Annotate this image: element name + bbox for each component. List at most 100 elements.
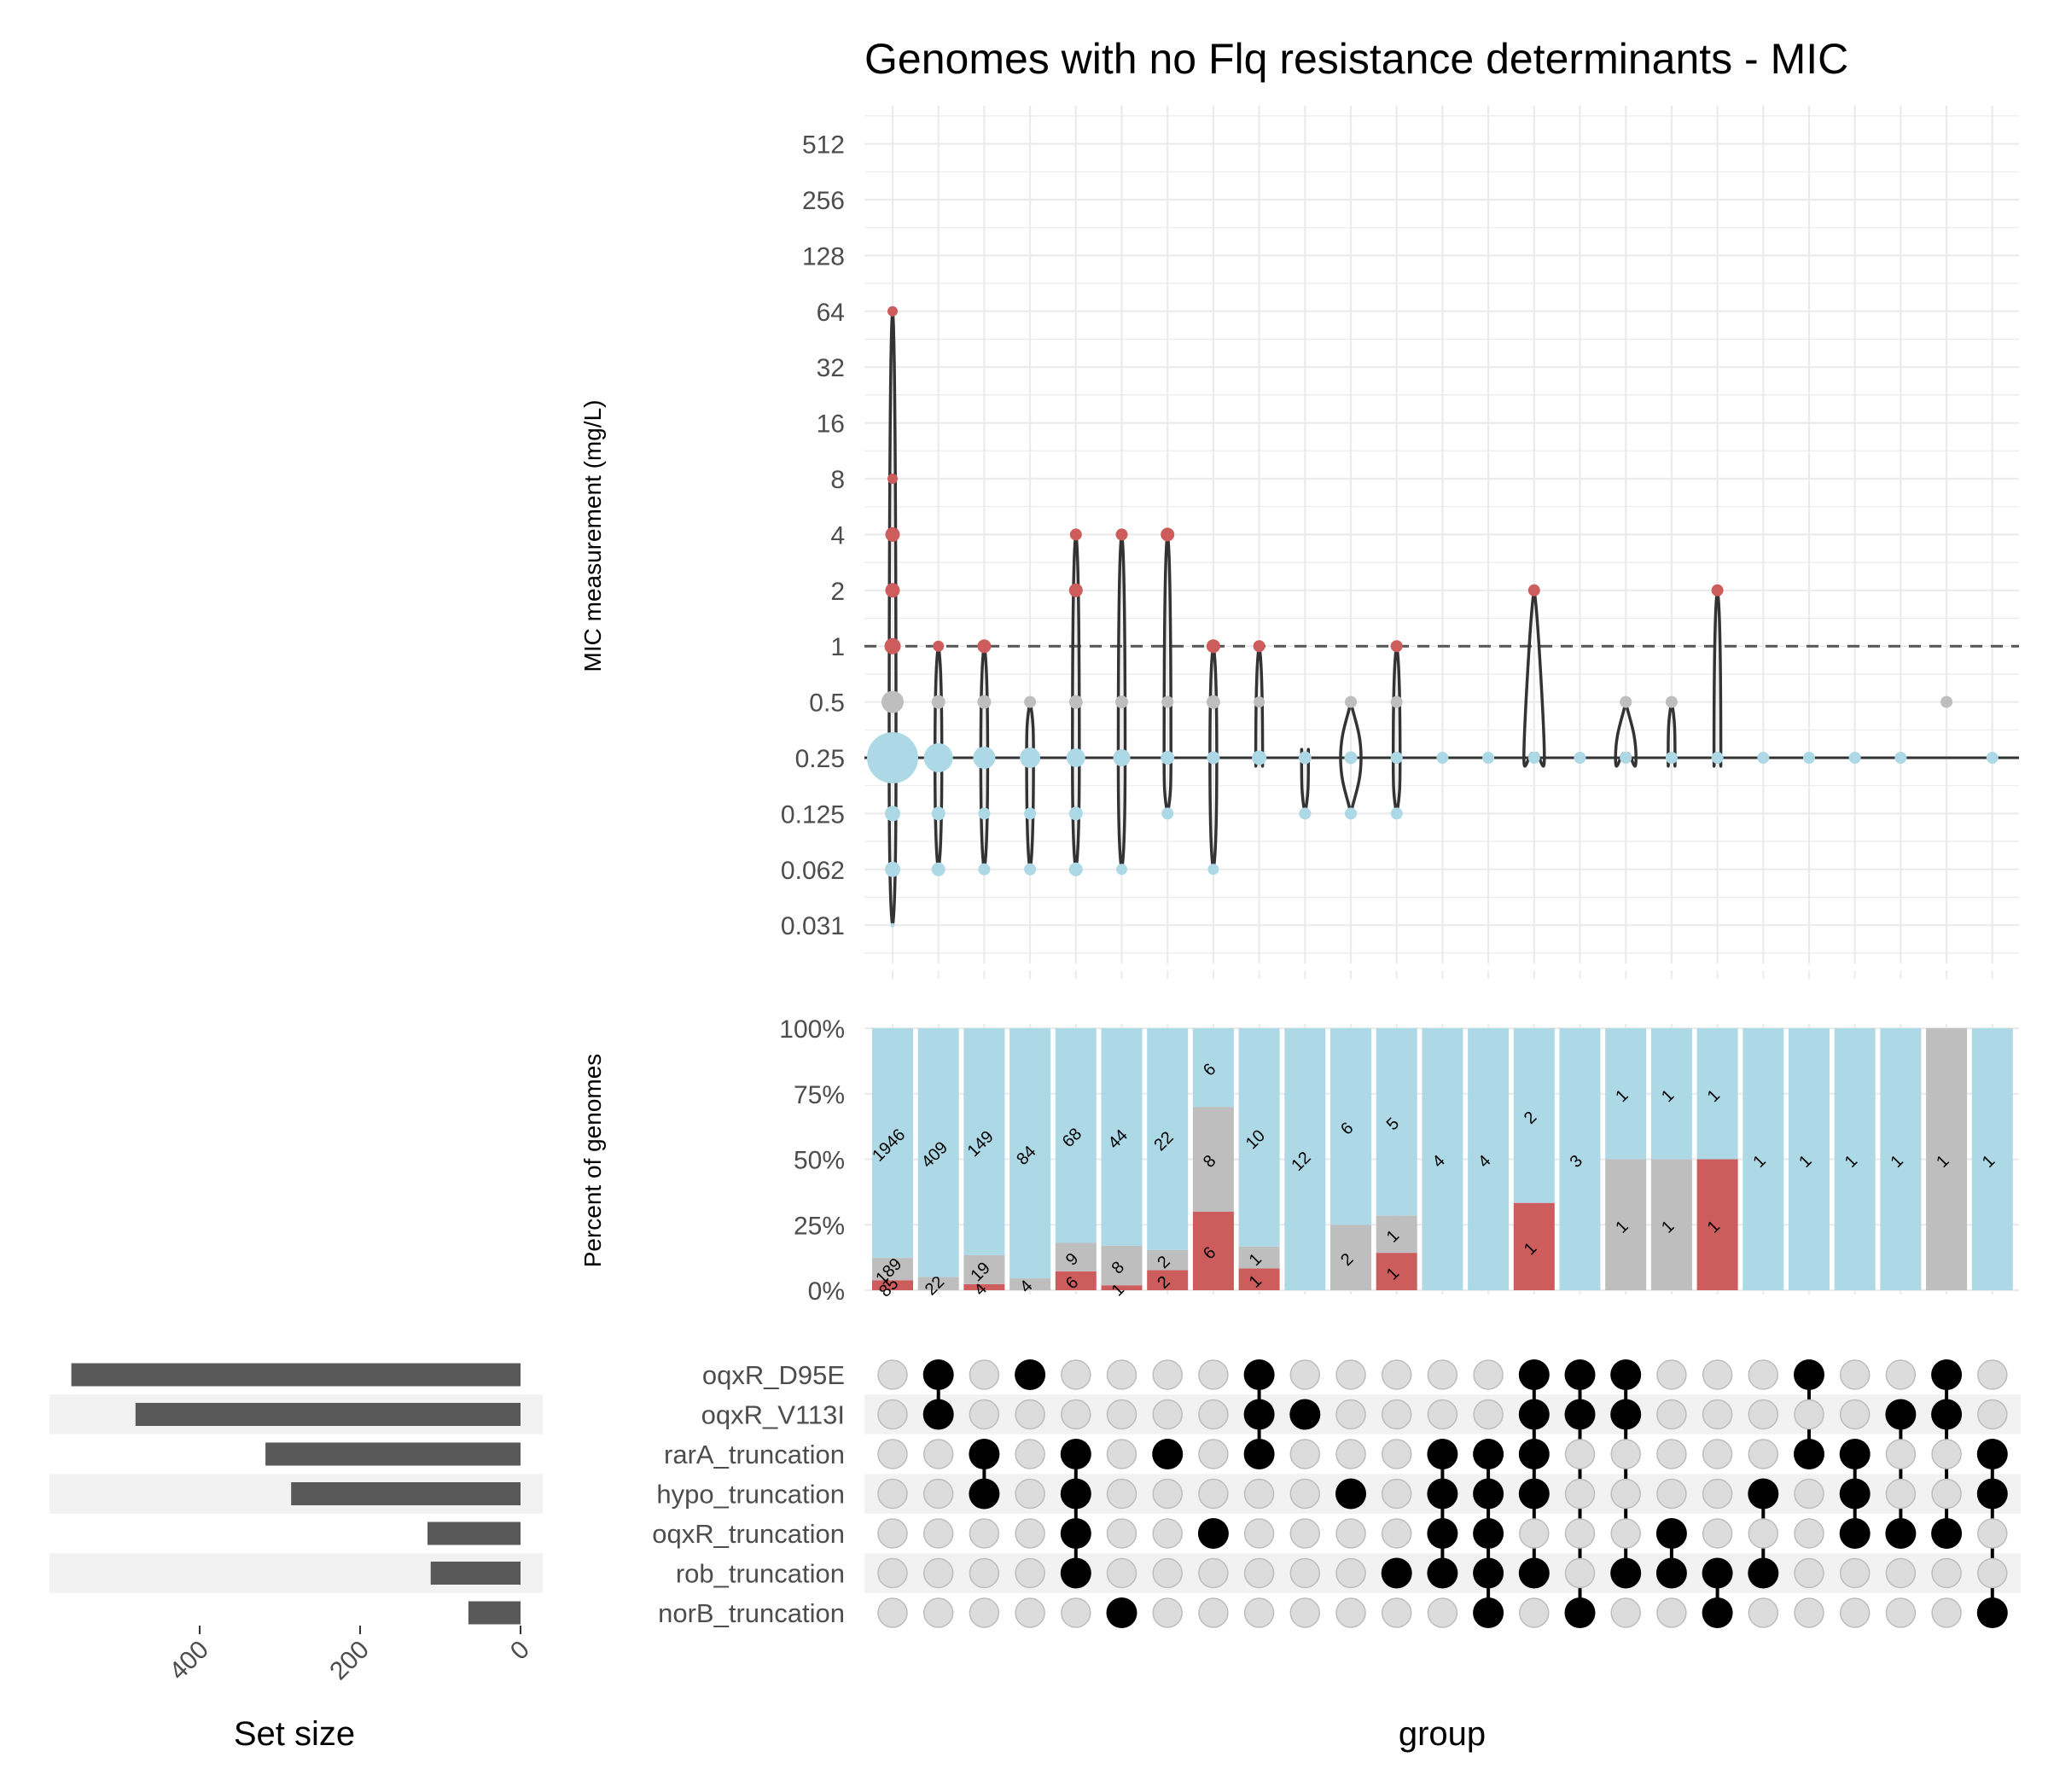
matrix-dot-empty (1106, 1557, 1137, 1589)
matrix-dot-filled (1427, 1439, 1458, 1469)
pct-bar-resistant (1513, 1202, 1555, 1290)
pct-bar-intermediate (1147, 1249, 1189, 1271)
mic-point (1574, 752, 1586, 764)
matrix-dot-filled (1976, 1439, 2008, 1469)
matrix-dot-empty (1198, 1399, 1229, 1430)
matrix-dot-empty (877, 1359, 908, 1390)
pct-y-axis-title: Percent of genomes (579, 1054, 606, 1268)
mic-point (1390, 695, 1403, 708)
matrix-dot-empty (1885, 1597, 1917, 1628)
matrix-dot-empty (1061, 1359, 1091, 1390)
set-size-tick-label: 0 (505, 1636, 535, 1666)
mic-point (1254, 696, 1265, 708)
matrix-dot-empty (1610, 1518, 1641, 1549)
pct-y-tick-label: 100% (779, 1015, 845, 1044)
pct-bar-susceptible (1284, 1028, 1326, 1290)
pct-bar-susceptible (1101, 1028, 1143, 1246)
mic-point (977, 639, 992, 654)
mic-point (1207, 864, 1219, 876)
matrix-dot-filled (1015, 1359, 1046, 1390)
mic-point (1711, 584, 1724, 596)
matrix-dot-empty (877, 1478, 908, 1510)
matrix-dot-empty (1335, 1359, 1366, 1390)
matrix-dot-filled (1702, 1557, 1733, 1589)
matrix-dot-empty (1243, 1518, 1275, 1549)
pct-y-tick-label: 50% (794, 1147, 845, 1175)
matrix-dot-filled (1518, 1478, 1550, 1510)
matrix-dot-empty (1885, 1439, 1917, 1469)
matrix-dot-empty (1748, 1399, 1779, 1430)
matrix-dot-empty (1794, 1399, 1824, 1430)
mic-point (973, 747, 996, 769)
matrix-dot-filled (1931, 1359, 1963, 1390)
matrix-dot-empty (1610, 1478, 1641, 1510)
mic-y-tick-label: 32 (817, 354, 845, 382)
matrix-dot-empty (969, 1557, 1000, 1589)
matrix-dot-empty (1381, 1399, 1412, 1430)
mic-point (885, 861, 900, 877)
pct-bar-resistant (1238, 1268, 1280, 1290)
matrix-dot-empty (1702, 1478, 1733, 1510)
pct-bar-resistant (1192, 1211, 1234, 1290)
mic-point (1161, 807, 1174, 820)
matrix-dot-empty (1015, 1518, 1045, 1549)
matrix-dot-empty (922, 1439, 954, 1469)
mic-point (881, 690, 904, 713)
matrix-dot-filled (1152, 1439, 1184, 1469)
matrix-dot-empty (1839, 1359, 1871, 1390)
mic-y-axis-title: MIC measurement (mg/L) (579, 400, 606, 672)
mic-point (1711, 752, 1724, 764)
matrix-dot-filled (1564, 1399, 1596, 1430)
set-name-label: norB_truncation (658, 1598, 845, 1628)
matrix-dot-empty (1656, 1439, 1687, 1469)
matrix-dot-empty (1519, 1518, 1550, 1549)
set-size-bar (430, 1562, 521, 1585)
pct-bar-susceptible (1559, 1028, 1601, 1290)
matrix-dot-empty (1794, 1478, 1824, 1510)
mic-point (933, 640, 945, 652)
pct-bar-susceptible (1605, 1028, 1647, 1160)
pct-bar-resistant (1147, 1270, 1189, 1290)
mic-point (1527, 752, 1540, 764)
matrix-dot-empty (1748, 1359, 1779, 1390)
mic-point (1161, 527, 1175, 542)
set-name-label: rarA_truncation (664, 1440, 845, 1469)
matrix-dot-empty (1152, 1399, 1183, 1430)
matrix-dot-empty (1106, 1359, 1137, 1390)
matrix-dot-empty (1656, 1478, 1687, 1510)
matrix-dot-empty (1839, 1557, 1871, 1589)
pct-bar-susceptible (1009, 1028, 1051, 1279)
matrix-dot-filled (1518, 1439, 1550, 1469)
matrix-dot-empty (1977, 1557, 2008, 1589)
matrix-dot-filled (1243, 1399, 1275, 1430)
mic-point (978, 863, 991, 876)
set-size-panel: 400 200 0 Set size (49, 1363, 543, 1753)
mic-y-tick-label: 256 (802, 187, 845, 215)
mic-point (923, 743, 953, 772)
mic-point (1620, 752, 1632, 764)
pct-bar-susceptible (1468, 1028, 1510, 1290)
mic-y-tick-label: 1 (830, 633, 845, 661)
pct-bar-susceptible (1055, 1028, 1097, 1243)
pct-bar-intermediate (1605, 1159, 1647, 1290)
mic-y-tick-label: 0.031 (781, 912, 845, 940)
matrix-dot-empty (1381, 1359, 1412, 1390)
matrix-dot-filled (1839, 1439, 1871, 1469)
mic-point (977, 695, 992, 709)
matrix-dot-empty (1289, 1439, 1321, 1469)
matrix-dot-empty (1839, 1399, 1871, 1430)
matrix-dot-empty (877, 1399, 908, 1430)
matrix-dot-filled (1289, 1399, 1321, 1430)
mic-y-tick-label: 0.25 (795, 745, 845, 773)
mic-point (885, 527, 900, 542)
matrix-dot-empty (922, 1518, 954, 1549)
matrix-dot-empty (1564, 1518, 1596, 1549)
matrix-dot-empty (1473, 1359, 1504, 1390)
matrix-dot-empty (1381, 1518, 1412, 1549)
set-size-bar (468, 1601, 521, 1625)
matrix-dot-empty (1152, 1597, 1183, 1628)
mic-point (1390, 640, 1403, 653)
matrix-dot-filled (1060, 1518, 1091, 1549)
matrix-dot-empty (1931, 1439, 1962, 1469)
